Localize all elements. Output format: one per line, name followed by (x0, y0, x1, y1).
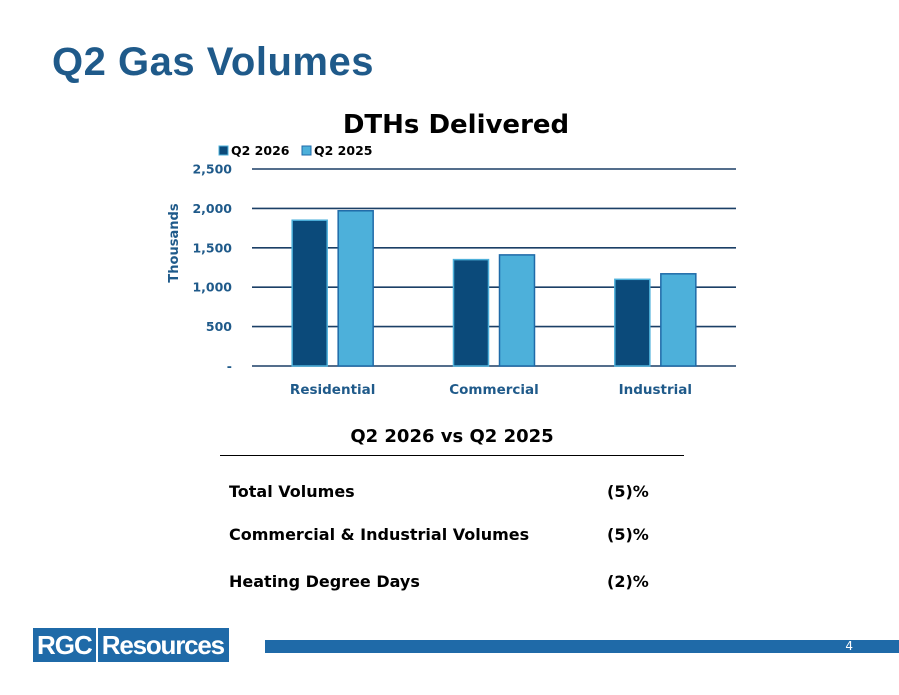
bar-commercial-q2-2026 (452, 258, 490, 367)
chart-title: DTHs Delivered (343, 110, 569, 140)
logo-rgc-text: RGC (33, 628, 96, 662)
legend-swatch-q2-2026 (218, 145, 229, 156)
chart-legend: Q2 2026 Q2 2025 (218, 143, 372, 158)
page-number: 4 (845, 639, 853, 653)
x-category-labels: Residential Commercial Industrial (290, 382, 692, 398)
metric-value: (2)% (607, 572, 649, 591)
bar-residential-q2-2026 (291, 219, 328, 367)
bar-industrial-q2-2025 (660, 273, 697, 367)
metric-label: Commercial & Industrial Volumes (229, 525, 530, 544)
y-tick-label: 2,500 (192, 162, 232, 177)
metric-row-commercial-industrial: Commercial & Industrial Volumes (5)% (229, 525, 669, 549)
x-category-label: Industrial (619, 382, 692, 398)
y-tick-label: 1,000 (192, 280, 232, 295)
bar-residential-q2-2025 (337, 210, 374, 367)
metric-label: Heating Degree Days (229, 572, 420, 591)
y-tick-label: 1,500 (192, 240, 232, 255)
legend-swatch-q2-2025 (301, 145, 312, 156)
comparison-title: Q2 2026 vs Q2 2025 (350, 426, 554, 447)
comparison-divider (220, 455, 684, 456)
gridlines (252, 168, 736, 367)
y-axis-label: Thousands (167, 203, 182, 282)
metric-value: (5)% (607, 525, 649, 544)
page-title: Q2 Gas Volumes (52, 40, 374, 84)
bar-chart: DTHs Delivered Q2 2026 Q2 2025 Thousands… (167, 110, 736, 398)
bar-industrial-q2-2026 (614, 278, 651, 367)
y-tick-label: 2,000 (192, 201, 232, 216)
x-category-label: Residential (290, 382, 375, 398)
legend-label-q2-2026: Q2 2026 (231, 143, 290, 158)
legend-label-q2-2025: Q2 2025 (314, 143, 372, 158)
metric-label: Total Volumes (229, 482, 355, 501)
company-logo: RGC Resources (33, 628, 229, 662)
metric-value: (5)% (607, 482, 649, 501)
y-tick-label: - (227, 359, 232, 374)
x-category-label: Commercial (449, 382, 539, 398)
metric-row-total-volumes: Total Volumes (5)% (229, 482, 669, 506)
bar-commercial-q2-2025 (498, 254, 536, 367)
metric-row-heating-degree-days: Heating Degree Days (2)% (229, 572, 669, 596)
footer-bar (265, 640, 899, 653)
y-tick-label: 500 (206, 319, 232, 334)
y-tick-labels: - 500 1,000 1,500 2,000 2,500 (192, 162, 232, 374)
logo-separator (95, 628, 98, 662)
bars (291, 210, 697, 367)
logo-resources-text: Resources (97, 628, 229, 662)
